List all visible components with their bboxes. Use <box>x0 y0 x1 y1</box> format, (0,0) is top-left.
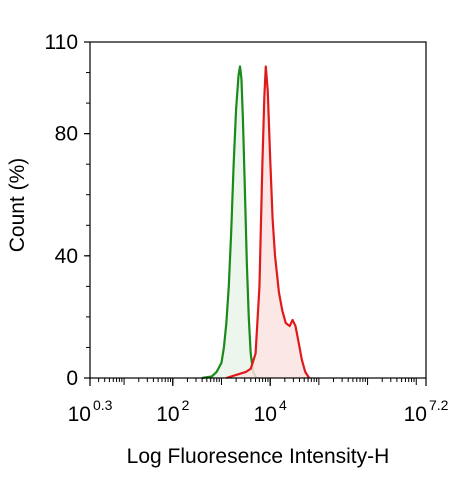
x-tick-label: 10 0.3 <box>68 397 113 426</box>
series-2-line <box>226 65 311 380</box>
y-axis-title: Count (%) <box>6 158 29 253</box>
x-tick-label: 10 2 <box>156 397 189 426</box>
plot-frame <box>89 41 427 379</box>
y-tick-label: 40 <box>55 245 78 268</box>
plot-area <box>201 65 311 380</box>
y-tick-label: 80 <box>55 123 78 146</box>
y-tick-label: 110 <box>45 31 78 54</box>
x-tick-label: 10 4 <box>254 397 287 426</box>
x-axis-title: Log Fluoresence Intensity-H <box>127 445 390 468</box>
y-tick-label: 0 <box>66 367 78 390</box>
series-2-fill <box>226 66 310 378</box>
x-tick-label: 10 7.2 <box>404 397 449 426</box>
axes: 0 40 80 110 10 0.3 10 2 10 4 10 7.2 <box>45 31 449 426</box>
series-1-line <box>201 65 258 380</box>
series-1-fill <box>202 66 257 378</box>
